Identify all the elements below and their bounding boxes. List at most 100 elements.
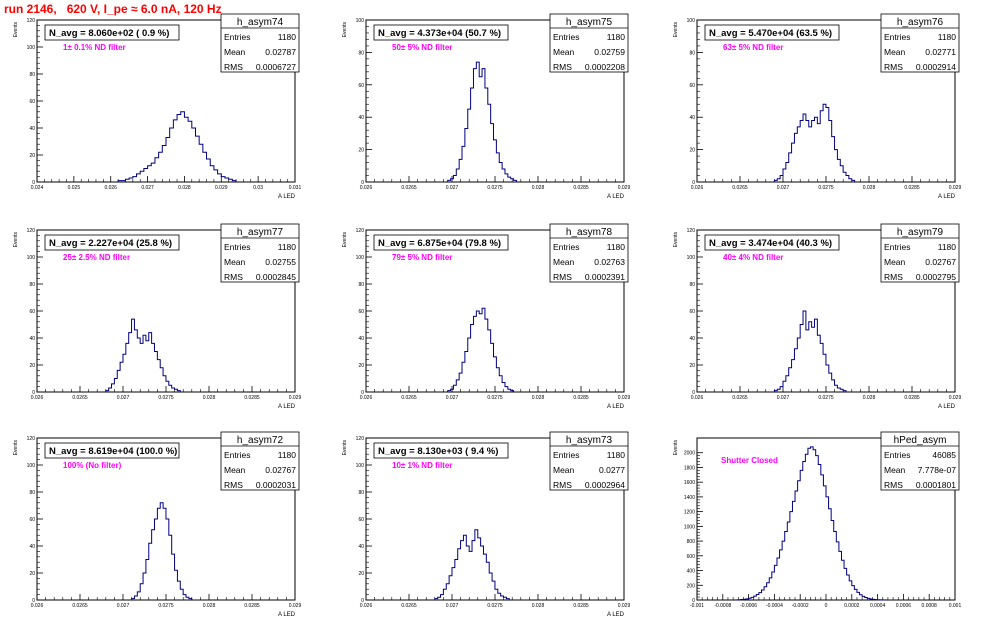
x-tick-label: 0.027: [117, 395, 130, 401]
x-tick-label: 0.029: [949, 395, 962, 401]
x-tick-label: 0.0275: [818, 395, 834, 401]
x-axis-label: A LED: [278, 612, 296, 618]
x-tick-label: -0.0006: [740, 603, 757, 609]
y-tick-label: 100: [27, 45, 36, 51]
y-tick-label: 80: [689, 50, 695, 56]
histogram-name: hPed_asym: [894, 435, 947, 446]
stat-label: RMS: [553, 480, 572, 490]
stat-value: 0.0006727: [256, 62, 296, 72]
stat-value: 1180: [278, 242, 297, 252]
y-tick-label: 0: [32, 598, 35, 604]
y-tick-label: 120: [687, 228, 696, 234]
filter-annotation: 100% (No filter): [63, 461, 122, 470]
x-tick-label: 0.0275: [487, 603, 503, 609]
y-tick-label: 40: [29, 336, 35, 342]
histogram-name: h_asym73: [566, 435, 613, 446]
y-tick-label: 0: [32, 390, 35, 396]
y-tick-label: 20: [29, 363, 35, 369]
stat-label: RMS: [224, 480, 243, 490]
x-axis-label: A LED: [938, 404, 956, 410]
y-tick-label: 60: [358, 517, 364, 523]
stat-value: 1180: [607, 450, 626, 460]
x-tick-label: 0.0275: [158, 395, 174, 401]
x-tick-label: 0.028: [863, 185, 876, 191]
filter-annotation: Shutter Closed: [721, 456, 778, 465]
x-tick-label: 0.028: [178, 185, 191, 191]
x-axis-label: A LED: [938, 194, 956, 200]
x-tick-label: 0.0002: [844, 603, 860, 609]
x-tick-label: 0.027: [446, 395, 459, 401]
y-tick-label: 0: [32, 180, 35, 186]
y-tick-label: 120: [27, 436, 36, 442]
y-tick-label: 60: [358, 309, 364, 315]
y-tick-label: 20: [689, 148, 695, 154]
stat-value: 1180: [938, 242, 957, 252]
stat-value: 0.02767: [925, 257, 956, 267]
x-tick-label: 0.026: [691, 185, 704, 191]
x-tick-label: 0.028: [203, 603, 216, 609]
stat-value: 0.02771: [925, 47, 956, 57]
stat-label: Mean: [884, 257, 906, 267]
y-tick-label: 20: [29, 571, 35, 577]
navg-label: N_avg = 8.619e+04 (100.0 %): [49, 446, 177, 457]
x-tick-label: 0.028: [532, 395, 545, 401]
x-tick-label: -0.0004: [766, 603, 783, 609]
x-tick-label: 0.0285: [573, 395, 589, 401]
y-tick-label: 80: [358, 50, 364, 56]
x-tick-label: 0.026: [360, 185, 373, 191]
histogram-series-line: [131, 502, 193, 600]
x-tick-label: 0.028: [532, 185, 545, 191]
x-tick-label: 0.025: [68, 185, 81, 191]
histogram-name: h_asym77: [237, 227, 284, 238]
y-axis-label: Events: [13, 440, 19, 456]
y-tick-label: 120: [356, 228, 365, 234]
stat-value: 0.0002964: [585, 480, 625, 490]
histogram-panel: 0 20 40 60 80 100 0.026 0.0265 0.027 0.0275 0.028 0…: [673, 13, 961, 200]
y-tick-label: 1200: [684, 510, 695, 516]
stat-value: 1180: [278, 450, 297, 460]
histogram-series-line: [735, 446, 886, 601]
y-tick-label: 1600: [684, 480, 695, 486]
histogram-panel: 0 20 40 60 80 100 120 0.026 0.0265 0.027 0.0275 0.0…: [13, 431, 301, 618]
x-tick-label: 0.027: [117, 603, 130, 609]
stat-label: Entries: [224, 450, 250, 460]
navg-label: N_avg = 8.060e+02 ( 0.9 %): [49, 28, 169, 39]
stat-label: Entries: [224, 32, 250, 42]
y-axis-label: Events: [673, 232, 679, 248]
x-tick-label: 0.0275: [487, 395, 503, 401]
x-tick-label: 0.027: [446, 185, 459, 191]
navg-box: [373, 442, 509, 459]
filter-annotation: 10± 1% ND filter: [392, 461, 452, 470]
y-tick-label: 80: [358, 490, 364, 496]
stat-label: Mean: [553, 465, 575, 475]
stat-value: 0.0277: [599, 465, 625, 475]
stat-label: Mean: [553, 257, 575, 267]
x-tick-label: 0.027: [141, 185, 154, 191]
navg-label: N_avg = 5.470e+04 (63.5 %): [709, 28, 832, 39]
stat-value: 7.778e-07: [918, 465, 957, 475]
y-tick-label: 0: [692, 390, 695, 396]
y-tick-label: 40: [29, 126, 35, 132]
stat-value: 0.0001801: [916, 480, 956, 490]
x-tick-label: 0.0285: [244, 395, 260, 401]
stat-label: RMS: [884, 480, 903, 490]
y-tick-label: 400: [687, 569, 696, 575]
y-tick-label: 120: [356, 436, 365, 442]
x-tick-label: 0.029: [289, 395, 302, 401]
stats-box: [880, 431, 960, 491]
filter-annotation: 79± 5% ND filter: [392, 253, 452, 262]
x-tick-label: 0.029: [618, 603, 631, 609]
stat-label: Mean: [884, 465, 906, 475]
navg-label: N_avg = 8.130e+03 ( 9.4 %): [378, 446, 498, 457]
histogram-name: h_asym72: [237, 435, 284, 446]
y-tick-label: 40: [358, 115, 364, 121]
y-tick-label: 0: [361, 598, 364, 604]
histogram-series-line: [117, 111, 237, 182]
x-tick-label: 0.0006: [896, 603, 912, 609]
histogram-series-line: [105, 318, 181, 392]
stat-value: 0.0002914: [916, 62, 956, 72]
x-tick-label: 0.0265: [72, 395, 88, 401]
histogram-series-line: [773, 103, 856, 182]
stat-label: Entries: [884, 242, 910, 252]
navg-label: N_avg = 3.474e+04 (40.3 %): [709, 238, 832, 249]
